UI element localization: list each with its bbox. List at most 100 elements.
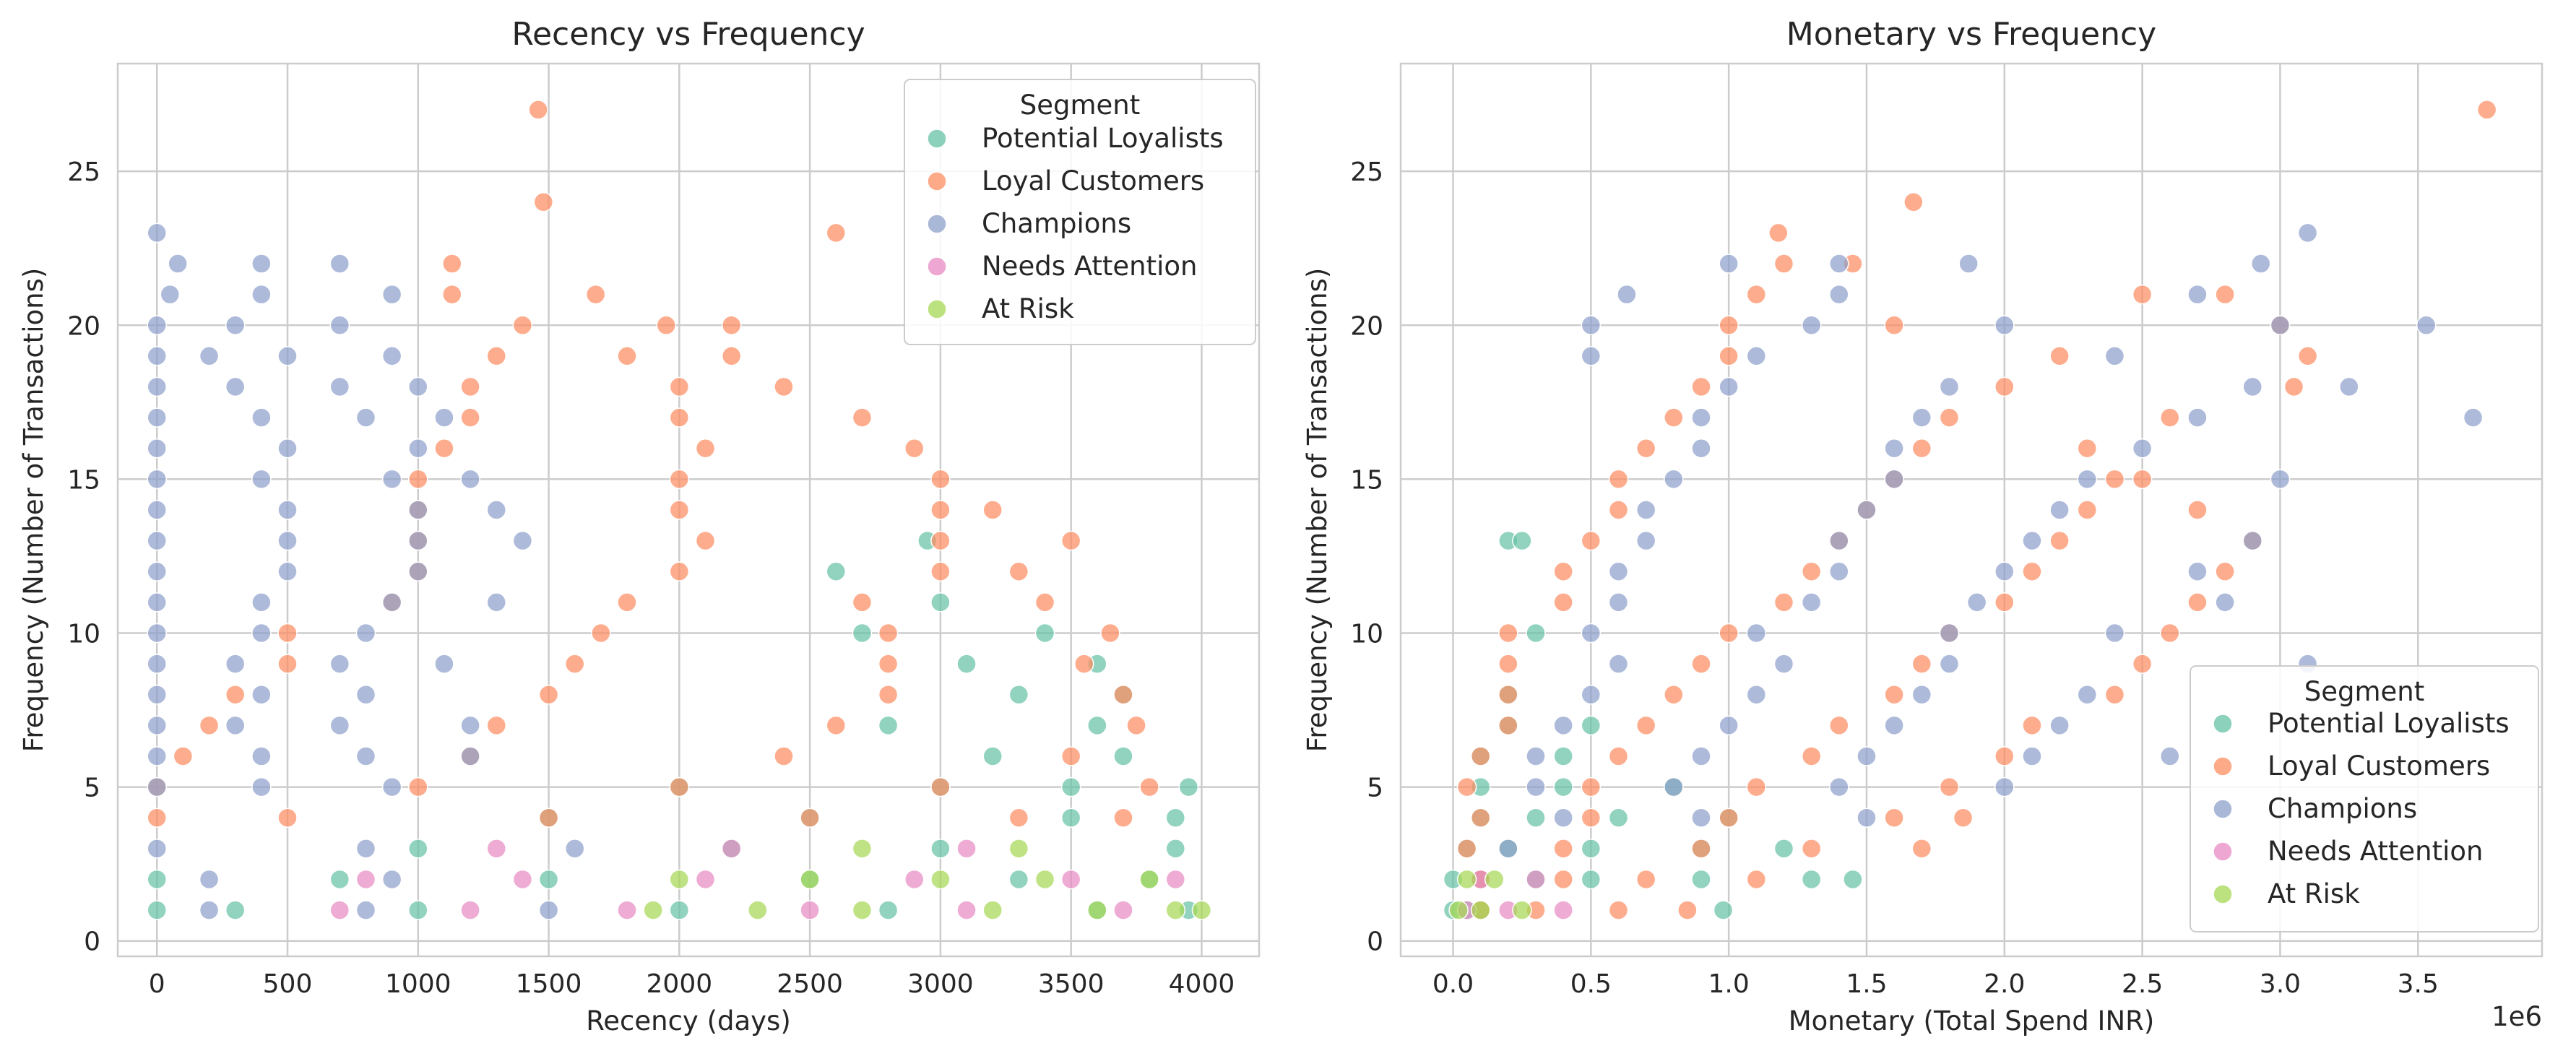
scatter-point [381,284,402,305]
series-needs-attention [329,839,1186,920]
legend-label: At Risk [982,293,1074,324]
scatter-point [1165,900,1186,920]
scatter-point [147,346,167,366]
legend-items: Potential Loyalists Loyal Customers Champi… [2213,708,2510,909]
scatter-point [1857,808,1877,828]
scatter-point [1719,623,1739,644]
x-tick-label: 1500 [516,969,582,999]
legend-marker-potential-loyalists [2213,714,2233,734]
scatter-point [199,900,220,920]
scatter-point [147,776,167,797]
scatter-point [1581,530,1602,551]
scatter-point [1470,746,1491,766]
scatter-point [1060,869,1081,890]
y-tick-label: 20 [67,311,100,341]
scatter-point [460,376,480,397]
scatter-point [355,623,376,644]
scatter-point [1719,376,1739,397]
scatter-point [329,715,350,736]
scatter-point [2463,407,2484,428]
scatter-point [1884,808,1904,828]
scatter-point [930,500,951,520]
legend-marker-loyal-customers [927,171,947,191]
scatter-point [826,222,847,243]
scatter-point [277,530,298,551]
scatter-points [147,100,1212,920]
scatter-point [1008,684,1029,705]
scatter-point [1939,654,1960,674]
scatter-point [1608,500,1629,520]
scatter-point [1139,869,1159,890]
scatter-point [1512,900,1532,920]
series-at-risk [1448,869,1532,920]
scatter-point [2160,623,2180,644]
scatter-point [1178,776,1199,797]
scatter-point [617,592,637,613]
scatter-point [277,500,298,520]
scatter-point [1691,438,1711,459]
scatter-point [1994,746,2015,766]
scatter-point [1801,315,1822,336]
legend-title: Segment [1020,90,1141,121]
scatter-point [512,530,533,551]
scatter-point [2242,376,2263,397]
scatter-point [982,500,1003,520]
scatter-point [1746,346,1767,366]
legend-label: Needs Attention [982,251,1198,282]
scatter-point [1034,869,1055,890]
scatter-point [1553,746,1573,766]
scatter-point [329,254,350,274]
scatter-point [669,561,690,581]
scatter-point [2077,438,2098,459]
scatter-point [1664,776,1684,797]
scatter-point [1456,839,1477,859]
scatter-point [528,100,548,120]
scatter-point [408,438,428,459]
scatter-point [1635,869,1656,890]
scatter-point [2022,746,2042,766]
panel-recency-vs-frequency: 0 500 1000 1500 2000 2500 3000 3500 4000 0 5 10 15 20… [18,16,1261,1036]
scatter-point [2160,746,2180,766]
legend-box [2190,665,2539,932]
scatter-point [277,808,298,828]
scatter-point [585,284,606,305]
scatter-point [930,869,951,890]
scatter-point [852,900,873,920]
scatter-point [643,900,663,920]
scatter-point [2187,407,2208,428]
scatter-point [277,623,298,644]
scatter-point [1553,839,1573,859]
scatter-point [1060,530,1081,551]
y-axis-label: Frequency (Number of Transactions) [1302,268,1333,753]
scatter-point [1498,654,1518,674]
scatter-point [147,839,167,859]
scatter-point [878,654,899,674]
scatter-point [251,684,272,705]
scatter-point [1843,869,1863,890]
scatter-point [1884,469,1904,490]
scatter-point [1939,376,1960,397]
x-tick-label: 0 [149,969,165,999]
scatter-point [1884,715,1904,736]
scatter-point [826,715,847,736]
scatter-point [774,746,794,766]
scatter-point [617,900,637,920]
scatter-point [442,284,462,305]
scatter-point [147,715,167,736]
scatter-point [800,900,820,920]
scatter-point [355,407,376,428]
scatter-point [2104,346,2125,366]
scatter-point [748,900,768,920]
scatter-point [538,684,559,705]
scatter-point [956,654,977,674]
series-loyal-customers [1456,100,2497,920]
scatter-point [147,900,167,920]
scatter-point [1581,623,1602,644]
scatter-point [1526,808,1546,828]
scatter-point [1581,776,1602,797]
scatter-point [2077,684,2098,705]
scatter-point [1126,715,1146,736]
scatter-point [147,469,167,490]
scatter-point [1857,500,1877,520]
scatter-point [2270,315,2291,336]
